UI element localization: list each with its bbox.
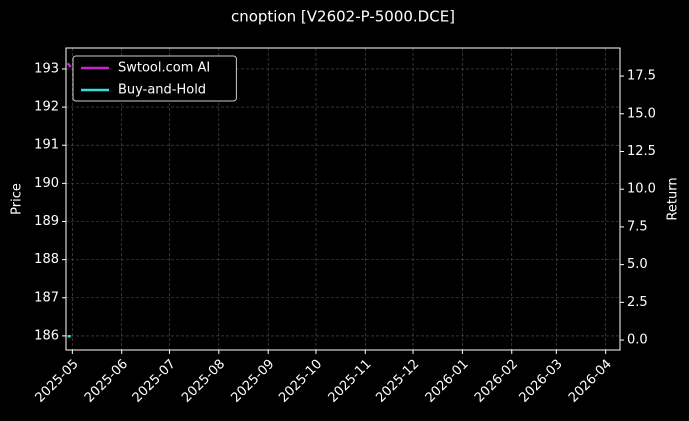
y-tick-label: 188 — [34, 252, 59, 267]
y2-axis-label: Return — [666, 177, 681, 220]
x-tick-label: 2026-01 — [423, 357, 472, 406]
y-tick-label: 190 — [34, 176, 59, 191]
y2-tick-label: 12.5 — [627, 144, 656, 159]
y-tick-label: 187 — [34, 290, 59, 305]
legend-label: Buy-and-Hold — [118, 83, 206, 98]
y2-tick-label: 0.0 — [627, 333, 648, 348]
legend-label: Swtool.com AI — [118, 61, 210, 76]
x-tick-label: 2026-03 — [517, 357, 566, 406]
y-tick-label: 193 — [34, 61, 59, 76]
y2-tick-label: 15.0 — [627, 106, 656, 121]
chart-title: cnoption [V2602-P-5000.DCE] — [231, 8, 455, 26]
x-tick-label: 2026-04 — [566, 357, 615, 406]
y-tick-label: 189 — [34, 214, 59, 229]
x-tick-label: 2026-02 — [472, 357, 521, 406]
x-tick-label: 2025-05 — [33, 357, 82, 406]
y-tick-label: 186 — [34, 328, 59, 343]
x-tick-label: 2025-06 — [82, 357, 131, 406]
y-tick-label: 191 — [34, 138, 59, 153]
y2-tick-label: 10.0 — [627, 182, 656, 197]
y2-tick-label: 7.5 — [627, 219, 648, 234]
legend: Swtool.com AI Buy-and-Hold — [72, 55, 237, 102]
x-tick-label: 2025-07 — [130, 357, 179, 406]
y2-tick-label: 2.5 — [627, 295, 648, 310]
y-tick-label: 192 — [34, 100, 59, 115]
x-tick-label: 2025-09 — [228, 357, 277, 406]
y2-tick-label: 5.0 — [627, 257, 648, 272]
x-tick-label: 2025-10 — [276, 357, 325, 406]
legend-box — [72, 55, 237, 102]
x-tick-label: 2025-11 — [326, 357, 375, 406]
plot-frame — [65, 47, 621, 351]
x-tick-label: 2025-12 — [373, 357, 422, 406]
y2-tick-label: 17.5 — [627, 69, 656, 84]
x-tick-label: 2025-08 — [179, 357, 228, 406]
series-line — [66, 62, 72, 68]
y-axis-label: Price — [10, 183, 25, 215]
